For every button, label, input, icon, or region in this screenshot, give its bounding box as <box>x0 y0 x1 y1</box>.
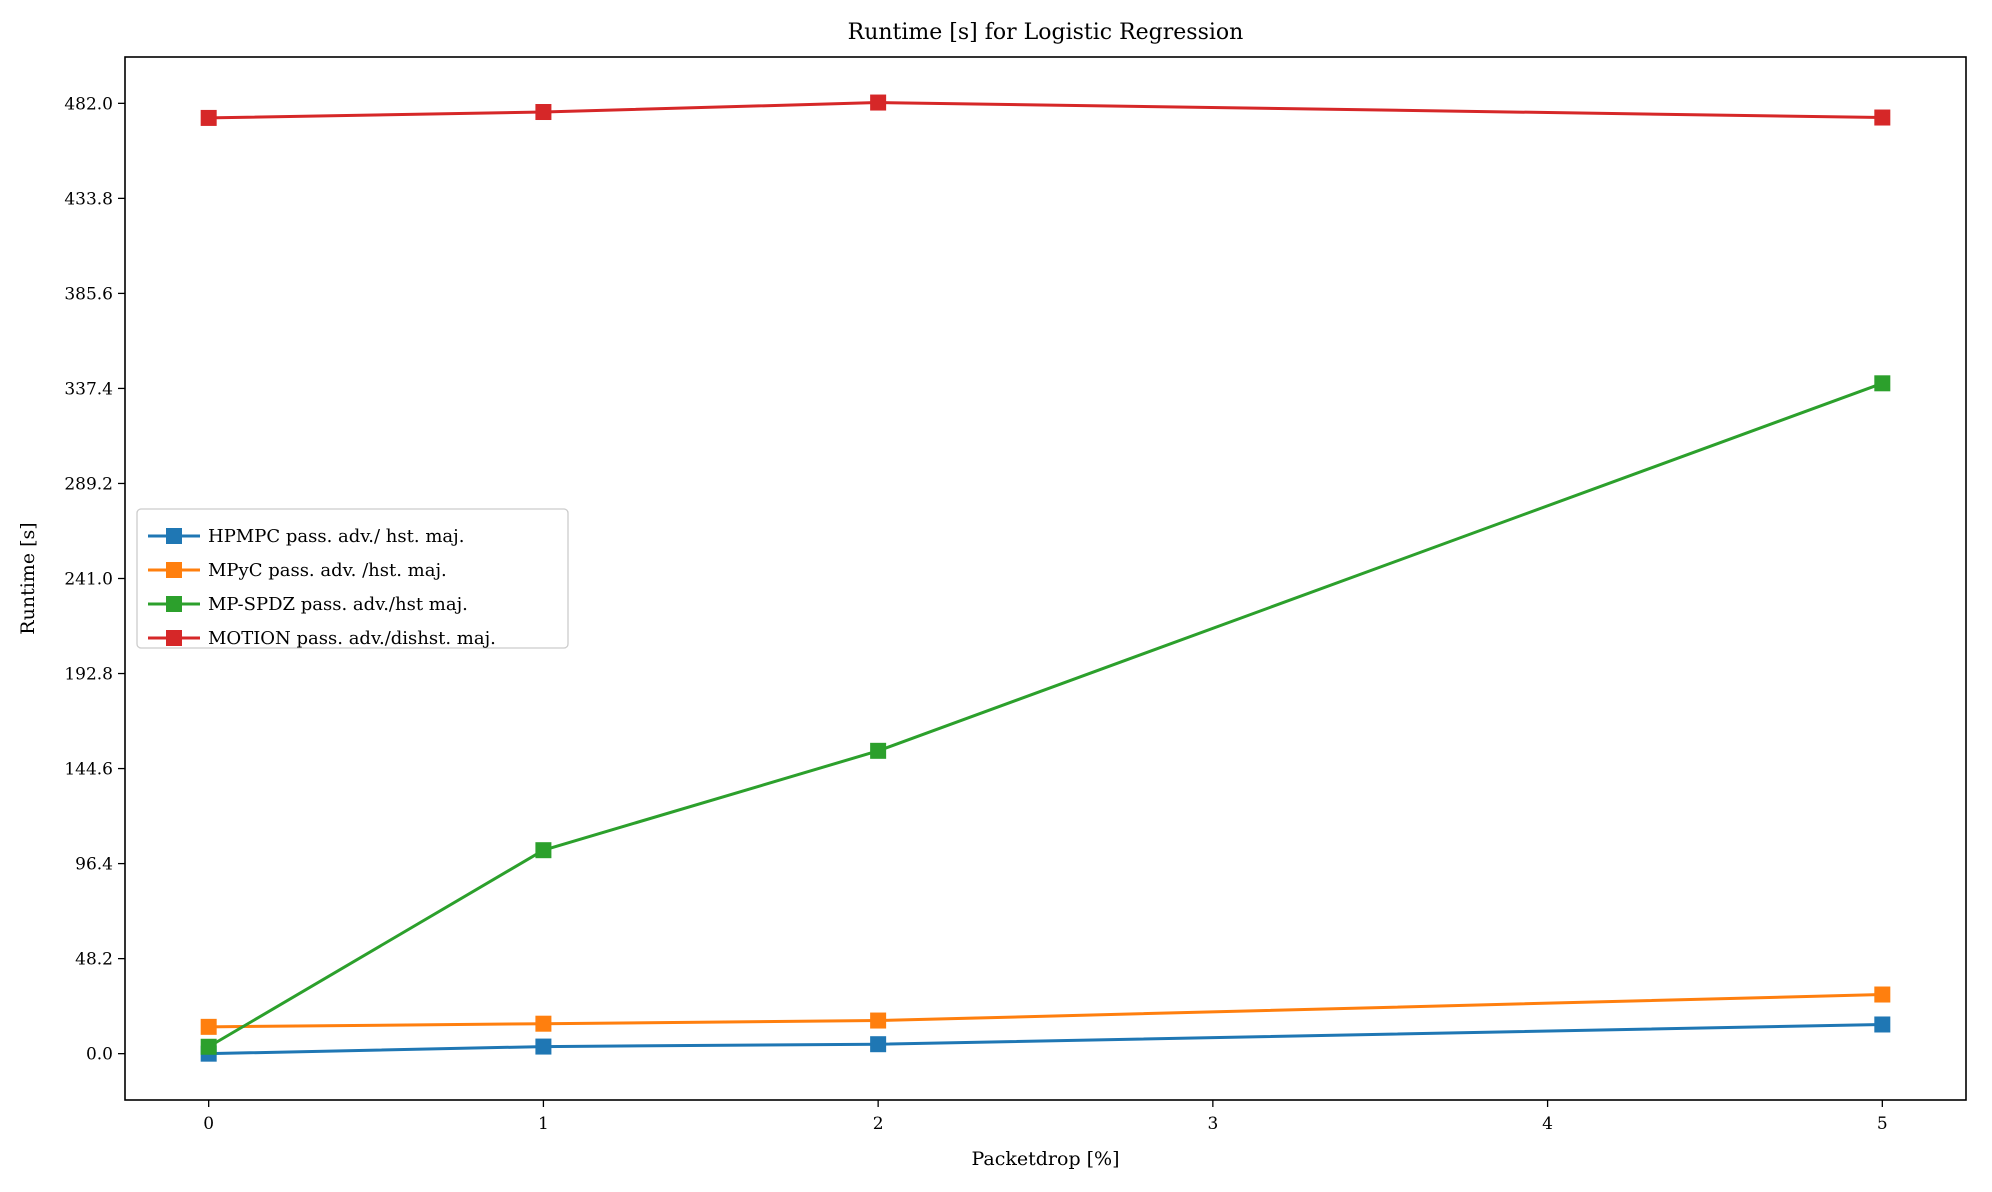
series-line <box>207 381 1883 1049</box>
legend-label: HPMPC pass. adv./ hst. maj. <box>208 526 464 547</box>
y-tick-label: 192.8 <box>64 665 113 685</box>
y-tick-label: 144.6 <box>64 760 113 780</box>
legend-label: MP-SPDZ pass. adv./hst maj. <box>208 594 468 615</box>
legend-marker <box>166 596 182 612</box>
data-point <box>535 842 552 859</box>
data-point <box>200 1018 217 1035</box>
legend-label: MPyC pass. adv. /hst. maj. <box>208 560 447 581</box>
legend-box <box>136 508 569 649</box>
x-tick-label: 5 <box>1877 1114 1888 1134</box>
data-point <box>200 1038 217 1055</box>
legend-marker <box>166 562 182 578</box>
x-tick-label: 3 <box>1207 1114 1218 1134</box>
series-2 <box>200 986 1891 1035</box>
data-point <box>870 1012 887 1029</box>
data-point <box>535 1015 552 1032</box>
y-tick-label: 433.8 <box>64 189 113 209</box>
data-point <box>870 94 887 111</box>
legend: HPMPC pass. adv./ hst. maj. MPyC pass. ad… <box>136 508 569 649</box>
y-tick-label: 241.0 <box>64 570 113 590</box>
y-axis-label: Runtime [s] <box>17 522 39 634</box>
y-tick-label: 482.0 <box>64 94 113 114</box>
y-tick-label: 289.2 <box>64 474 113 494</box>
series-line <box>208 1022 1883 1056</box>
y-tick-label: 0.0 <box>86 1045 113 1065</box>
data-point <box>870 742 887 759</box>
y-tick-label: 96.4 <box>75 855 113 875</box>
data-point <box>535 1038 552 1055</box>
x-tick-label: 0 <box>203 1114 214 1134</box>
legend-marker <box>166 528 182 544</box>
chart-title: Runtime [s] for Logistic Regression <box>848 20 1244 45</box>
data-point <box>870 1036 887 1053</box>
x-tick-label: 4 <box>1542 1114 1553 1134</box>
series-line <box>208 101 1883 120</box>
data-point <box>1874 1016 1891 1033</box>
legend-item: HPMPC pass. adv./ hst. maj. <box>148 526 464 547</box>
legend-item: MOTION pass. adv./dishst. maj. <box>148 628 496 649</box>
legend-item: MPyC pass. adv. /hst. maj. <box>148 560 447 581</box>
data-point <box>1874 109 1891 126</box>
x-axis-label: Packetdrop [%] <box>971 1148 1119 1170</box>
y-axis-ticks: 0.0 48.2 96.4 144.6 192.8 241.0 289.2 337.4 385.… <box>64 94 125 1065</box>
legend-label: MOTION pass. adv./dishst. maj. <box>208 628 496 649</box>
plot-marks <box>200 94 1891 1062</box>
y-tick-label: 385.6 <box>64 284 113 304</box>
data-point <box>535 104 552 121</box>
data-point <box>1874 375 1891 392</box>
x-axis-ticks: 0 1 2 3 4 5 <box>203 1100 1888 1134</box>
y-tick-label: 48.2 <box>75 950 113 970</box>
legend-marker <box>166 630 182 646</box>
y-tick-label: 337.4 <box>64 379 113 399</box>
data-point <box>200 109 217 126</box>
x-tick-label: 1 <box>538 1114 549 1134</box>
series-4 <box>200 94 1891 126</box>
x-tick-label: 2 <box>873 1114 884 1134</box>
series-3 <box>200 375 1891 1055</box>
data-point <box>1874 986 1891 1003</box>
legend-item: MP-SPDZ pass. adv./hst maj. <box>148 594 468 615</box>
series-line <box>208 993 1883 1029</box>
